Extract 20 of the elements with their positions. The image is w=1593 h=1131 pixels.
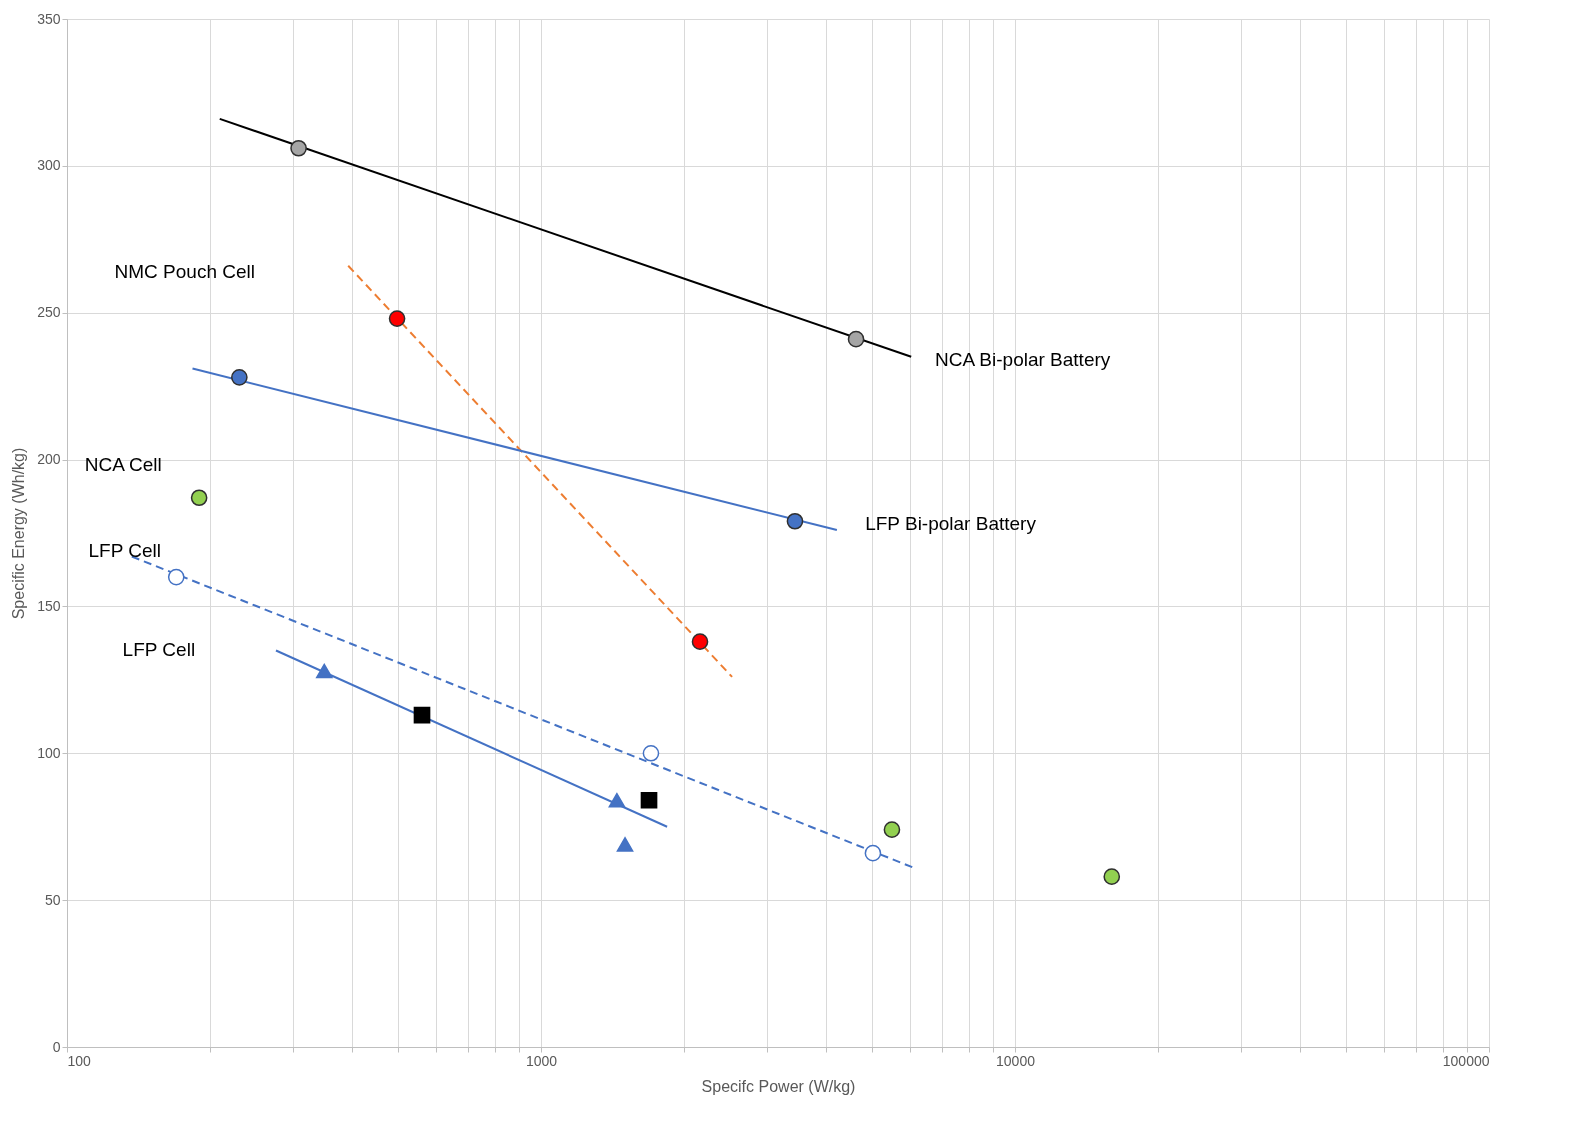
x-axis-title: Specifc Power (W/kg) [701, 1077, 856, 1095]
x-tick-label: 1000 [525, 1052, 558, 1069]
y-tick-label: 350 [37, 10, 61, 27]
annotation: NCA Bi-polar Battery [935, 348, 1111, 370]
x-tick-label: 10000 [996, 1052, 1036, 1069]
annotation: LFP Bi-polar Battery [865, 513, 1037, 535]
y-axis-title: Specific Energy (Wh/kg) [10, 447, 28, 620]
y-tick-label: 50 [44, 891, 61, 908]
annotation: LFP Cell [122, 639, 196, 661]
y-tick-label: 150 [37, 597, 61, 614]
x-tick-label: 100000 [1442, 1052, 1490, 1069]
annotation: NMC Pouch Cell [114, 260, 256, 282]
y-tick-label: 250 [37, 304, 61, 321]
x-tick-label: 100 [67, 1052, 92, 1069]
y-tick-label: 300 [37, 157, 61, 174]
y-tick-label: 100 [37, 744, 61, 761]
annotation: LFP Cell [88, 539, 161, 561]
y-tick-label: 200 [37, 451, 61, 468]
y-tick-label: 0 [52, 1038, 61, 1055]
annotation: NCA Cell [84, 454, 162, 476]
